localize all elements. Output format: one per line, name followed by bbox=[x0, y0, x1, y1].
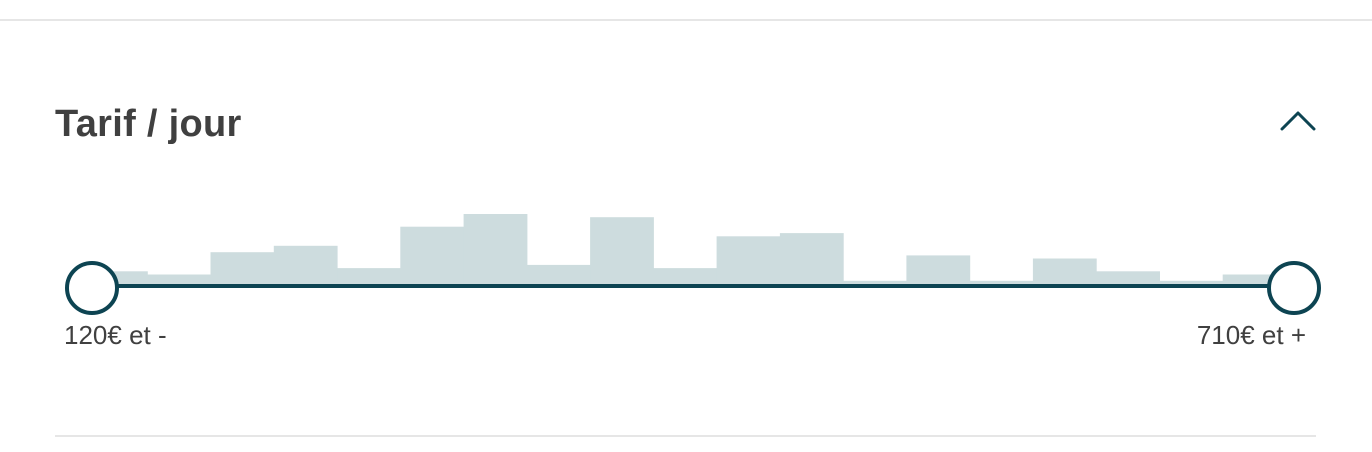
histogram-bar bbox=[1096, 271, 1160, 284]
histogram-bar bbox=[210, 252, 275, 284]
histogram-bar bbox=[716, 236, 781, 284]
max-price-label: 710€ et + bbox=[1196, 320, 1306, 350]
range-slider-max-handle[interactable] bbox=[1267, 261, 1321, 315]
range-slider-track[interactable] bbox=[92, 284, 1294, 288]
chevron-up-icon bbox=[1280, 111, 1316, 131]
histogram-bar bbox=[779, 233, 844, 284]
range-slider-min-handle[interactable] bbox=[65, 261, 119, 315]
min-price-label: 120€ et - bbox=[64, 320, 167, 350]
histogram-bar bbox=[273, 245, 338, 284]
histogram-bar bbox=[400, 226, 465, 284]
histogram-bar bbox=[463, 214, 528, 284]
histogram-bar bbox=[147, 274, 212, 284]
histogram-bar bbox=[906, 255, 971, 284]
histogram-bar bbox=[526, 264, 591, 284]
section-title: Tarif / jour bbox=[55, 103, 242, 145]
bottom-divider bbox=[55, 435, 1316, 437]
histogram-bar bbox=[653, 268, 718, 284]
top-divider bbox=[0, 19, 1372, 21]
histogram-bar bbox=[337, 268, 401, 284]
histogram-bar bbox=[590, 217, 654, 284]
histogram-bar bbox=[1032, 258, 1097, 284]
collapse-toggle-button[interactable] bbox=[1274, 100, 1322, 140]
